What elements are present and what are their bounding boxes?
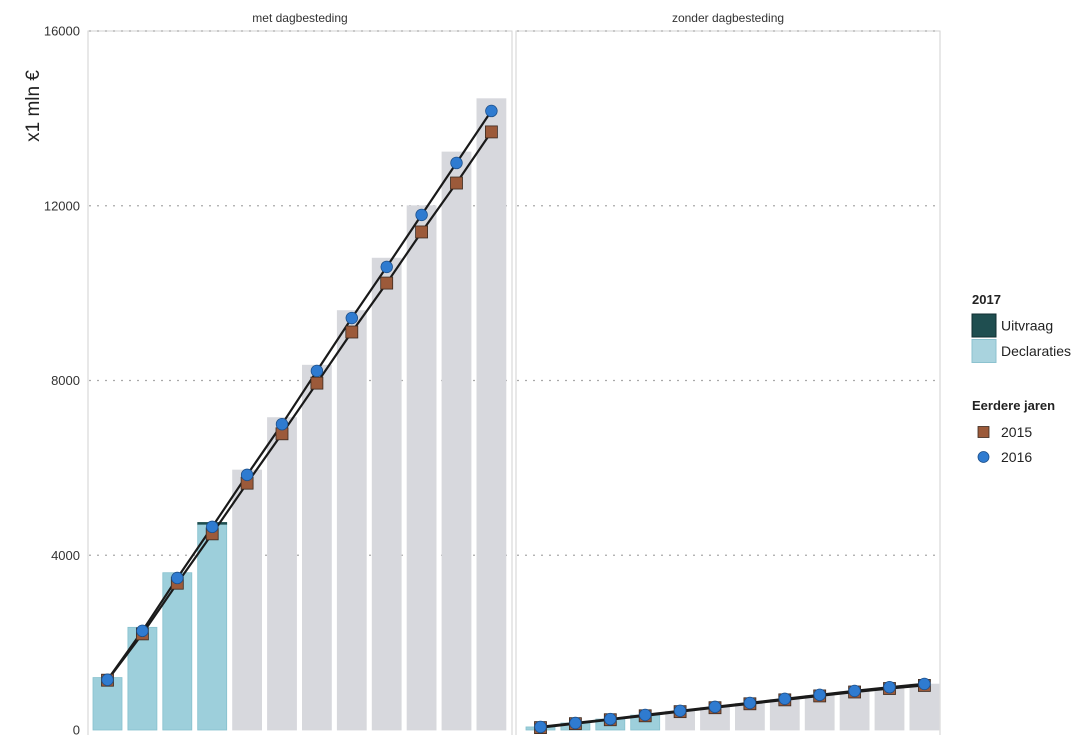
point-2016 <box>604 712 617 726</box>
y-tick-label: 12000 <box>44 198 80 213</box>
point-2016 <box>240 468 254 482</box>
line-2015 <box>106 131 493 681</box>
facet-title: zonder dagbesteding <box>672 11 784 25</box>
point-2016 <box>101 673 114 686</box>
point-2015 <box>345 325 359 339</box>
legend-swatch <box>971 339 997 363</box>
bar-declaraties <box>127 626 158 731</box>
point-2016 <box>136 624 149 638</box>
y-tick-label: 8000 <box>51 373 80 388</box>
legend-title: Eerdere jaren <box>972 398 1055 413</box>
point-2016 <box>380 260 393 274</box>
point-2015 <box>380 276 394 290</box>
point-2016 <box>205 520 219 534</box>
y-tick-label: 4000 <box>51 548 80 563</box>
bar-unlabeled <box>476 98 507 731</box>
point-2016 <box>534 720 547 734</box>
bar-unlabeled <box>232 469 263 731</box>
point-2016 <box>310 364 324 378</box>
legend-label: 2016 <box>1001 449 1032 465</box>
legend-label: Uitvraag <box>1001 318 1053 334</box>
point-2016 <box>450 156 463 170</box>
bar-unlabeled <box>441 151 472 731</box>
bar-unlabeled <box>336 310 367 731</box>
panel-border <box>515 30 941 735</box>
legend-label: Declaraties <box>1001 343 1071 359</box>
point-2016 <box>485 104 498 118</box>
point-2016 <box>743 696 757 710</box>
legend-square-marker <box>977 426 990 438</box>
bar-unlabeled <box>371 257 402 731</box>
bar-declaraties <box>197 523 228 731</box>
legend-item-uitvraag: Uitvraag <box>971 313 1053 338</box>
point-2016 <box>848 684 861 698</box>
point-2016 <box>639 708 652 722</box>
point-2015 <box>415 225 429 239</box>
legend-item-declaraties: Declaraties <box>971 339 1071 363</box>
point-2015 <box>484 125 498 139</box>
facet-title: met dagbesteding <box>252 11 347 25</box>
point-2016 <box>813 688 826 702</box>
y-axis-label: x1 mln € <box>23 70 44 142</box>
legend-title: 2017 <box>972 292 1001 307</box>
point-2016 <box>171 571 184 585</box>
point-2016 <box>918 677 931 691</box>
point-2015 <box>450 176 463 190</box>
legend-item-2015: 2015 <box>977 424 1032 440</box>
point-2016 <box>673 704 687 717</box>
y-tick-label: 16000 <box>44 24 80 39</box>
legend-swatch <box>971 313 997 338</box>
legend-item-2016: 2016 <box>977 449 1032 465</box>
bar-unlabeled <box>874 687 905 731</box>
point-2016 <box>883 680 896 694</box>
y-tick-label: 0 <box>73 723 80 735</box>
point-2016 <box>275 417 289 431</box>
bar-unlabeled <box>301 364 332 731</box>
point-2016 <box>569 716 582 730</box>
panel-border <box>87 30 513 735</box>
bar-unlabeled <box>406 205 437 731</box>
point-2016 <box>345 311 359 325</box>
facet-panel-met-dagbesteding <box>87 30 513 735</box>
point-2015 <box>310 376 324 390</box>
legend-circle-marker <box>977 451 990 463</box>
legend-label: 2015 <box>1001 424 1032 440</box>
point-2016 <box>708 700 722 714</box>
bar-unlabeled <box>267 417 297 731</box>
point-2016 <box>778 692 792 705</box>
facet-panel-zonder-dagbesteding <box>515 30 941 735</box>
point-2016 <box>415 208 428 222</box>
